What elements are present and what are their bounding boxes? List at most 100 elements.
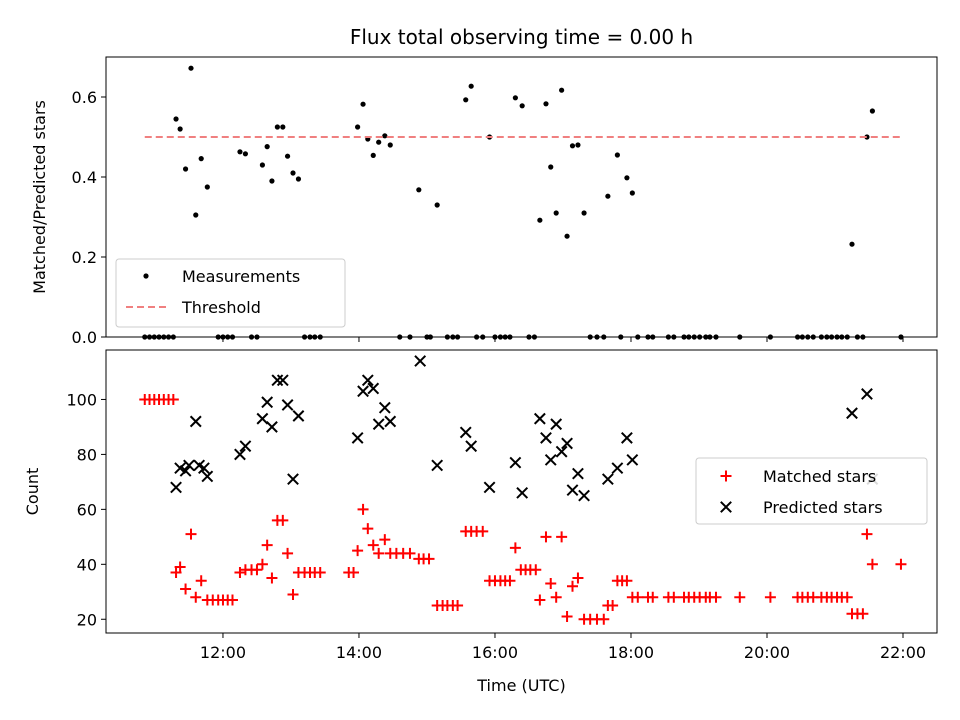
y-tick-label: 40 [77,555,97,574]
data-point [382,133,388,139]
data-point [548,164,554,170]
data-point [629,190,635,196]
data-point [575,142,581,148]
data-point [866,558,878,570]
axes-frame [105,56,938,338]
data-point [357,385,369,398]
data-point [581,210,587,216]
data-point [284,153,291,159]
data-point [534,594,546,606]
data-point [468,83,474,89]
chart-panels: 0.0 0.2 0.4 0.6 Flux total observing time = … [23,25,938,695]
data-point [367,382,380,395]
legend: Measurements Threshold [115,258,346,328]
data-point [348,567,360,579]
data-point [362,523,374,535]
data-point [198,156,204,162]
x-tick-label: 16:00 [472,643,518,662]
data-point [271,374,284,387]
data-point [530,564,542,576]
data-point [404,547,416,559]
data-point [857,608,869,620]
data-point [234,448,246,461]
data-point [431,459,444,472]
legend-label: Predicted stars [763,498,883,517]
data-point [578,489,590,502]
data-point [276,374,289,387]
data-point [256,412,269,425]
data-point [367,539,379,551]
data-point [561,437,573,450]
data-point [477,525,489,537]
data-point [614,152,620,158]
data-point [553,210,559,216]
data-point [177,126,183,132]
data-point [379,534,391,546]
data-point [434,202,440,208]
y-tick-label: 20 [77,610,97,629]
data-point [423,553,435,565]
data-point [668,591,680,603]
y-tick-label: 0.2 [72,248,97,267]
data-point [292,410,305,422]
data-point [185,528,197,540]
data-point [198,462,210,475]
data-point [201,470,214,483]
data-point [569,143,576,149]
legend-box [695,457,928,525]
data-point [174,561,186,573]
data-point [544,453,557,466]
data-point [259,162,266,168]
data-point [351,432,364,444]
data-point [190,591,202,603]
legend: Matched stars Predicted stars [695,457,928,525]
data-point [550,418,563,431]
data-point [372,418,385,431]
y-tick-label: 60 [77,500,97,519]
data-point [512,95,518,101]
data-point [355,124,361,130]
data-point [251,564,263,576]
data-point [841,591,853,603]
legend-marker-predicted [720,501,732,513]
data-point [189,415,202,428]
data-point [566,484,579,497]
legend-box [115,258,346,328]
legend-marker-matched [720,470,732,482]
data-point [537,217,543,223]
data-point [483,481,496,494]
data-point [261,396,274,409]
data-point [183,459,195,472]
data-point [282,547,294,559]
y-tick-label: 0.4 [72,168,97,187]
data-point [416,187,422,193]
data-point [237,149,243,155]
x-tick-label: 18:00 [608,643,654,662]
data-point [572,467,584,480]
data-point [290,170,296,176]
data-point [352,545,364,557]
data-point [277,514,289,526]
data-point [179,464,192,477]
y-axis-label: Matched/Predicted stars [30,100,49,294]
data-point [465,440,478,453]
x-tick-label: 12:00 [200,643,246,662]
data-point [504,575,516,587]
data-point [545,578,557,590]
data-point [360,101,366,107]
data-point [287,589,299,601]
data-point [564,233,570,239]
data-point [256,558,268,570]
data-point [295,176,302,182]
data-point [281,399,294,411]
data-point [239,440,252,453]
data-point [274,124,280,130]
data-point [180,583,192,595]
data-point [261,539,273,551]
y-tick-label: 0.0 [72,328,97,347]
data-point [269,178,275,184]
data-point [519,103,525,109]
data-point [287,473,299,486]
